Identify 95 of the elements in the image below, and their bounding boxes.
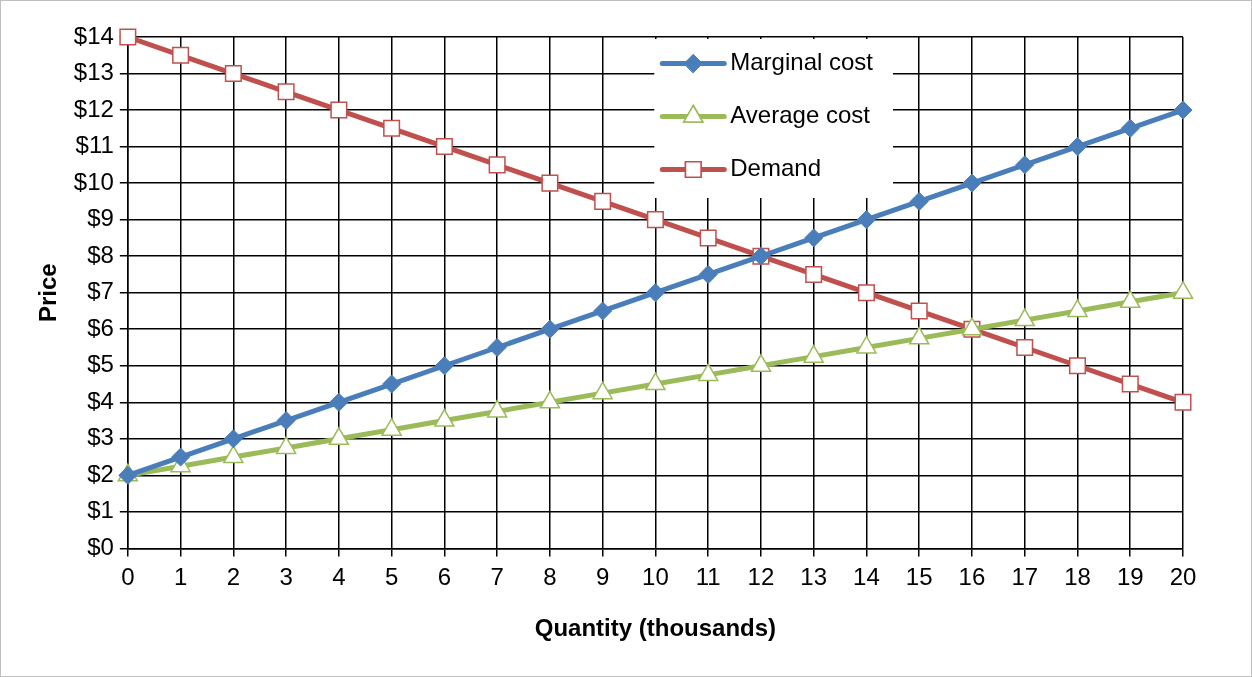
y-tick-label: $5: [87, 350, 114, 378]
x-tick-label: 12: [747, 563, 775, 591]
point: [172, 46, 190, 64]
point: [487, 337, 507, 357]
point: [1174, 393, 1192, 411]
point: [330, 101, 348, 119]
y-tick-label: $14: [73, 21, 114, 49]
point: [329, 392, 349, 412]
point: [1068, 357, 1087, 375]
point: [119, 28, 137, 46]
point: [594, 192, 612, 210]
point: [1120, 118, 1140, 138]
x-tick-label: 10: [642, 563, 669, 591]
point: [699, 229, 717, 247]
point: [1015, 155, 1035, 175]
point: [1014, 308, 1035, 327]
point: [805, 265, 823, 283]
y-tick-label: $7: [87, 277, 114, 305]
y-tick-label: $3: [87, 423, 114, 451]
point: [539, 390, 561, 409]
x-tick-label: 6: [437, 563, 452, 591]
point: [383, 119, 401, 137]
point: [382, 374, 402, 394]
x-tick-label: 8: [543, 563, 557, 591]
point: [223, 445, 244, 464]
y-axis-title: Price: [34, 263, 62, 323]
point: [857, 284, 875, 302]
point: [803, 344, 824, 363]
y-tick-label: $8: [87, 240, 114, 268]
legend-label: Demand: [730, 154, 821, 182]
point: [646, 211, 664, 229]
y-tick-label: $2: [87, 459, 114, 487]
point: [697, 363, 719, 382]
y-tick-label: $11: [75, 131, 114, 159]
x-tick-label: 20: [1169, 563, 1197, 591]
point: [275, 436, 297, 455]
y-tick-label: $9: [87, 204, 114, 232]
x-tick-label: 16: [958, 563, 986, 591]
x-tick-label: 7: [490, 563, 504, 591]
point: [1173, 100, 1193, 120]
point: [486, 399, 508, 418]
point: [593, 301, 613, 321]
point: [645, 283, 665, 303]
x-tick-label: 3: [279, 563, 293, 591]
x-tick-label: 19: [1116, 563, 1144, 591]
point: [908, 326, 930, 345]
point: [224, 65, 242, 83]
x-tick-label: 1: [173, 563, 188, 591]
legend-label: Average cost: [730, 101, 871, 129]
y-tick-label: $4: [87, 386, 114, 414]
point: [1121, 375, 1139, 393]
point: [381, 417, 402, 436]
y-tick-label: $6: [87, 313, 114, 341]
point: [645, 372, 666, 391]
point: [1067, 137, 1087, 157]
point: [434, 408, 455, 427]
x-tick-label: 0: [121, 563, 135, 591]
point: [804, 228, 824, 248]
x-tick-label: 13: [800, 563, 828, 591]
x-axis-title: Quantity (thousands): [534, 614, 777, 642]
point: [856, 335, 877, 354]
y-tick-label: $0: [87, 533, 114, 561]
point: [1067, 299, 1088, 318]
x-tick-label: 2: [226, 563, 241, 591]
x-tick-label: 18: [1064, 563, 1091, 591]
point: [962, 173, 982, 193]
point: [750, 354, 772, 373]
point: [277, 83, 295, 101]
point: [909, 191, 929, 211]
y-tick-label: $12: [73, 94, 114, 122]
point: [698, 264, 718, 284]
point: [910, 302, 928, 320]
point: [328, 427, 350, 446]
point: [171, 447, 191, 467]
y-tick-label: $10: [73, 167, 114, 195]
x-tick-label: 15: [905, 563, 933, 591]
point: [1016, 338, 1034, 357]
point: [540, 319, 560, 339]
point: [1119, 290, 1141, 309]
y-tick-label: $13: [73, 58, 114, 86]
point: [488, 156, 506, 174]
point: [434, 356, 454, 376]
x-tick-label: 4: [332, 563, 346, 591]
x-tick-label: 9: [595, 563, 610, 591]
x-tick-label: 5: [384, 563, 399, 591]
legend-label: Marginal cost: [730, 48, 874, 76]
point: [856, 210, 876, 230]
point: [592, 381, 613, 400]
y-tick-label: $1: [87, 496, 114, 524]
point: [223, 429, 243, 449]
x-tick-label: 11: [695, 563, 721, 591]
point: [541, 174, 559, 192]
x-tick-label: 14: [853, 563, 880, 591]
point: [435, 138, 453, 156]
x-tick-label: 17: [1011, 563, 1039, 591]
